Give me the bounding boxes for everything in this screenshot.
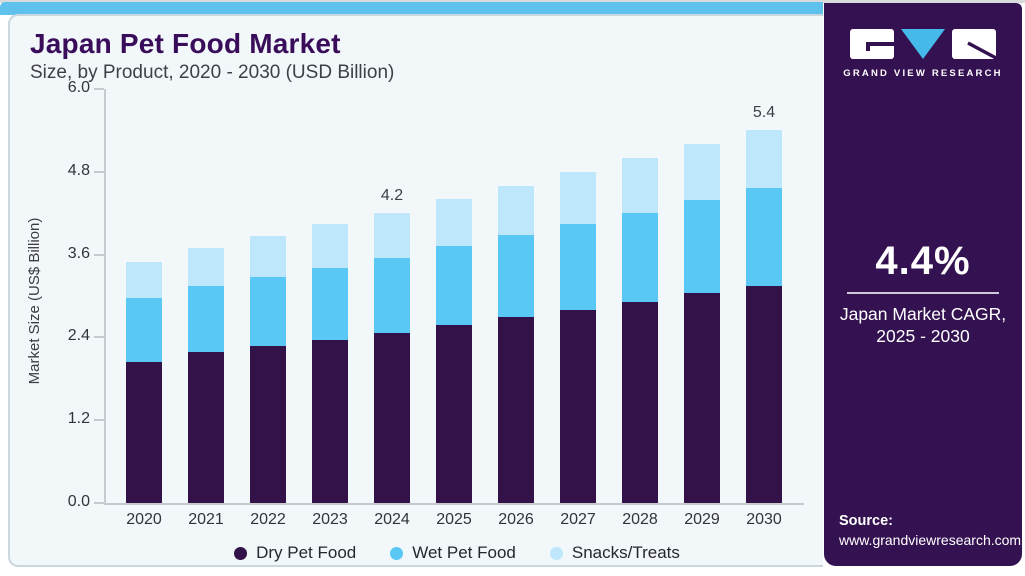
- bar-segment-dry-pet-food-2025: [436, 324, 472, 503]
- chart-panel: Japan Pet Food Market Size, by Product, …: [8, 14, 823, 567]
- bar-segment-snacks-treats-2022: [250, 235, 286, 278]
- bar-total-label-2024: 4.2: [380, 187, 404, 205]
- bar-segment-snacks-treats-2030: [746, 130, 782, 188]
- bar-segment-dry-pet-food-2024: [374, 333, 410, 503]
- cagr-divider: [847, 292, 999, 294]
- y-tick-mark: [94, 88, 104, 90]
- y-tick-label: 6.0: [67, 79, 90, 96]
- bar-segment-wet-pet-food-2022: [250, 277, 286, 346]
- x-tick-label: 2025: [436, 511, 472, 528]
- legend-item-wet-pet-food: Wet Pet Food: [390, 543, 516, 563]
- x-tick-label: 2027: [560, 511, 596, 528]
- y-tick-label: 1.2: [67, 410, 90, 428]
- bar-segment-snacks-treats-2029: [684, 143, 720, 201]
- legend-label: Snacks/Treats: [571, 543, 680, 562]
- x-tick-label: 2021: [188, 511, 224, 528]
- cagr-label-line1: Japan Market CAGR,: [839, 304, 1007, 324]
- y-tick-label: 3.6: [67, 244, 90, 262]
- y-tick-mark: [94, 336, 104, 339]
- legend-item-dry-pet-food: Dry Pet Food: [234, 543, 356, 563]
- y-tick-mark: [94, 253, 104, 256]
- legend-dot: [549, 546, 563, 560]
- source-block: Source: www.grandviewresearch.com: [839, 513, 1021, 548]
- x-tick-label: 2023: [312, 511, 348, 528]
- bar-segment-snacks-treats-2024: [374, 213, 410, 259]
- chart-subtitle: Size, by Product, 2020 - 2030 (USD Billi…: [30, 62, 395, 83]
- x-tick-label: 2022: [250, 511, 286, 528]
- x-tick-label: 2020: [126, 511, 162, 528]
- bar-segment-wet-pet-food-2029: [684, 200, 720, 294]
- bar-segment-snacks-treats-2028: [622, 158, 658, 213]
- x-axis-line: [104, 503, 804, 505]
- bar-segment-dry-pet-food-2027: [560, 309, 596, 503]
- bar-segment-wet-pet-food-2024: [374, 258, 410, 334]
- y-tick-mark: [94, 170, 104, 173]
- legend-dot: [234, 546, 248, 560]
- legend-label: Wet Pet Food: [412, 543, 516, 562]
- x-tick-label: 2029: [684, 511, 720, 528]
- chart-title: Japan Pet Food Market: [30, 28, 341, 59]
- source-url[interactable]: www.grandviewresearch.com: [839, 532, 1022, 548]
- page-top-edge: [0, 0, 1025, 3]
- brand-name: GRAND VIEW RESEARCH: [843, 68, 1003, 79]
- x-tick-label: 2030: [746, 511, 782, 528]
- bar-segment-dry-pet-food-2026: [498, 317, 534, 503]
- bar-segment-snacks-treats-2025: [436, 199, 472, 247]
- bar-segment-dry-pet-food-2022: [250, 345, 286, 503]
- cagr-block: 4.4% Japan Market CAGR, 2025 - 2030: [824, 239, 1022, 347]
- bar-segment-wet-pet-food-2025: [436, 246, 472, 325]
- bar-segment-snacks-treats-2020: [126, 261, 162, 299]
- cagr-label-line2: 2025 - 2030: [876, 326, 970, 346]
- bar-segment-dry-pet-food-2021: [188, 351, 224, 503]
- bar-segment-wet-pet-food-2027: [560, 224, 596, 310]
- x-tick-label: 2028: [622, 511, 658, 528]
- y-tick-label: 4.8: [67, 161, 90, 179]
- bar-segment-snacks-treats-2027: [560, 171, 596, 225]
- brand-sidebar: GRAND VIEW RESEARCH 4.4% Japan Market CA…: [824, 3, 1022, 566]
- gvr-logo-icon: [850, 29, 997, 60]
- y-axis-line: [104, 89, 106, 505]
- bar-total-label-2030: 5.4: [752, 104, 776, 122]
- x-tick-label: 2024: [374, 511, 410, 528]
- legend-item-snacks-treats: Snacks/Treats: [549, 543, 680, 563]
- y-tick-label: 2.4: [67, 327, 90, 345]
- top-accent-stripe: [0, 2, 823, 15]
- y-tick-label: 0.0: [67, 493, 90, 510]
- bar-segment-dry-pet-food-2020: [126, 361, 162, 503]
- bar-segment-wet-pet-food-2030: [746, 187, 782, 286]
- bar-segment-dry-pet-food-2023: [312, 340, 348, 503]
- bar-segment-wet-pet-food-2023: [312, 267, 348, 341]
- logo-v-triangle: [901, 29, 945, 59]
- bar-segment-wet-pet-food-2026: [498, 235, 534, 318]
- source-label: Source:: [839, 513, 893, 529]
- legend: Dry Pet Food Wet Pet Food Snacks/Treats: [104, 541, 810, 565]
- bar-segment-dry-pet-food-2028: [622, 301, 658, 503]
- bar-segment-wet-pet-food-2020: [126, 298, 162, 362]
- x-tick-label: 2026: [498, 511, 534, 528]
- y-tick-mark: [94, 502, 104, 504]
- bar-segment-snacks-treats-2023: [312, 224, 348, 268]
- bar-segment-dry-pet-food-2030: [746, 285, 782, 503]
- bar-segment-dry-pet-food-2029: [684, 293, 720, 503]
- legend-label: Dry Pet Food: [256, 543, 357, 562]
- bar-segment-snacks-treats-2021: [188, 247, 224, 287]
- cagr-value: 4.4%: [875, 239, 971, 283]
- legend-dot: [390, 546, 404, 560]
- bar-segment-wet-pet-food-2021: [188, 286, 224, 352]
- cagr-label: Japan Market CAGR, 2025 - 2030: [824, 303, 1022, 347]
- bar-segment-wet-pet-food-2028: [622, 212, 658, 302]
- plot-area: 0.0 1.2 2.4 3.6 4.8 6.0 2020 2021 2022 2023 2024 20…: [10, 16, 825, 569]
- gvr-logo: GRAND VIEW RESEARCH: [824, 27, 1022, 79]
- y-tick-mark: [94, 419, 104, 422]
- bar-segment-snacks-treats-2026: [498, 185, 534, 236]
